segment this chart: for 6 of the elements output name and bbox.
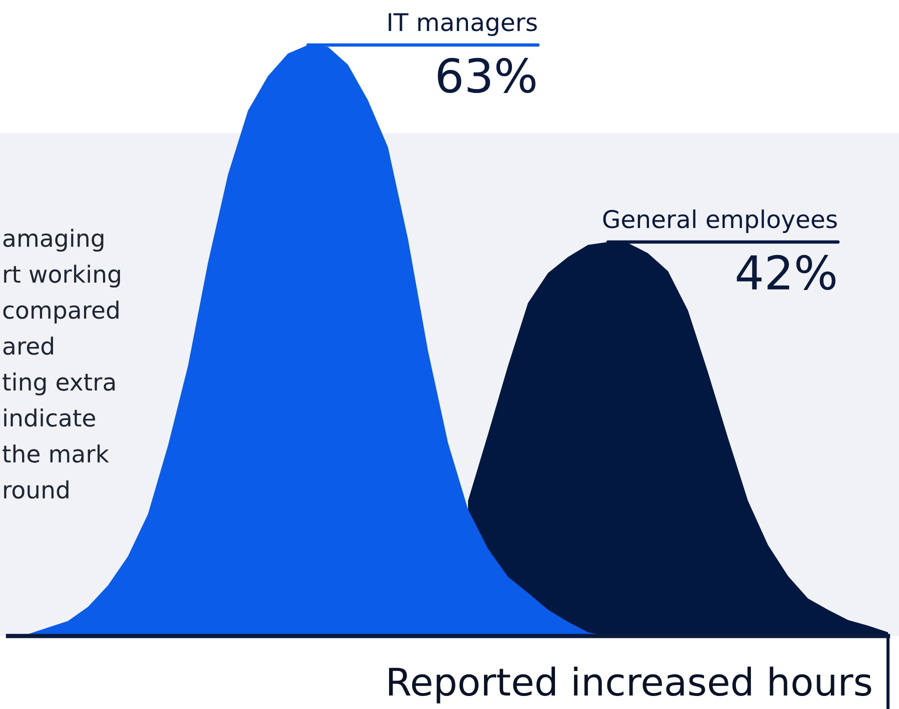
- series-label: General employees: [603, 209, 837, 233]
- data-label: 63%: [438, 58, 536, 94]
- data-label: 42%: [736, 254, 836, 290]
- annotation: amaging rt working compared ared ting extra indicate the mark round: [2, 228, 120, 499]
- text: IT managers: [388, 13, 537, 36]
- x-axis-title: Reported increased hours: [389, 666, 872, 704]
